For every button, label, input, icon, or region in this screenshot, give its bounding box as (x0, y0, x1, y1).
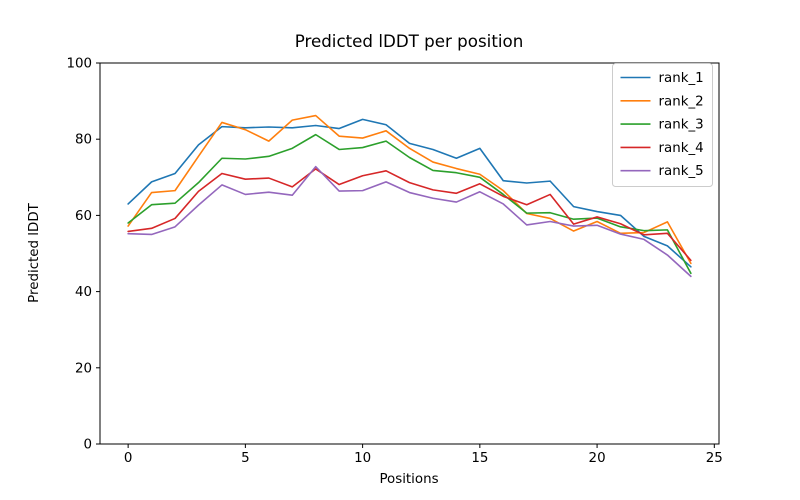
series-line-rank_1 (127, 118, 692, 268)
legend-label-rank_4: rank_4 (659, 141, 704, 156)
axes-spines (99, 62, 720, 445)
series-line-rank_2 (127, 114, 692, 265)
x-tick-label: 25 (706, 451, 723, 466)
legend-label-rank_1: rank_1 (659, 71, 704, 86)
chart-title: Predicted lDDT per position (295, 31, 524, 51)
y-tick-label: 0 (83, 438, 92, 453)
x-tick-label: 10 (354, 451, 371, 466)
legend-label-rank_3: rank_3 (659, 118, 704, 133)
x-axis-ticks: 0 5 10 15 20 25 (124, 444, 723, 466)
series-line-rank_5 (127, 165, 692, 278)
y-tick-label: 100 (66, 57, 92, 72)
series-line-rank_3 (127, 133, 692, 275)
series-lines (127, 114, 692, 278)
y-tick-label: 20 (75, 361, 92, 376)
legend-label-rank_5: rank_5 (659, 164, 704, 179)
legend-box (612, 63, 713, 187)
x-axis-label: Positions (379, 472, 438, 487)
y-tick-label: 40 (75, 285, 92, 300)
legend-label-rank_2: rank_2 (659, 94, 704, 109)
y-axis-label: Predicted lDDT (27, 202, 42, 302)
series-line-rank_4 (127, 168, 692, 262)
y-axis-ticks: 0 20 40 60 80 100 (66, 57, 100, 453)
x-tick-label: 0 (124, 451, 133, 466)
x-tick-label: 5 (241, 451, 250, 466)
x-tick-label: 15 (471, 451, 488, 466)
x-tick-label: 20 (589, 451, 606, 466)
y-tick-label: 60 (75, 209, 92, 224)
legend: rank_1 rank_2 rank_3 rank_4 rank_5 (612, 63, 713, 187)
y-tick-label: 80 (75, 133, 92, 148)
